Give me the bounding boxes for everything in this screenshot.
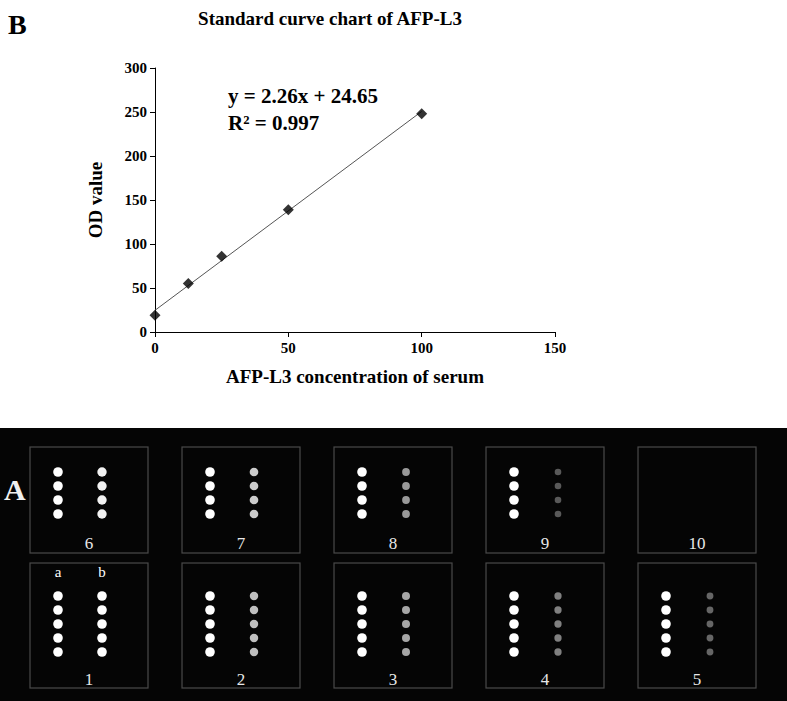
svg-text:150: 150 [125,192,148,208]
svg-text:0: 0 [140,324,148,340]
svg-text:R² = 0.997: R² = 0.997 [228,111,319,135]
svg-text:a: a [55,564,62,580]
svg-text:2: 2 [237,670,246,689]
svg-text:100: 100 [125,236,148,252]
svg-text:150: 150 [544,340,567,356]
svg-text:0: 0 [151,340,159,356]
svg-text:10: 10 [689,534,706,553]
svg-text:100: 100 [410,340,433,356]
svg-text:50: 50 [132,280,147,296]
svg-text:AFP-L3 concentration of serum: AFP-L3 concentration of serum [226,366,484,387]
svg-text:Standard curve chart of AFP-L3: Standard curve chart of AFP-L3 [198,8,462,29]
svg-text:50: 50 [281,340,296,356]
svg-text:9: 9 [541,534,550,553]
svg-text:5: 5 [693,670,702,689]
svg-text:1: 1 [85,670,94,689]
svg-text:3: 3 [389,670,398,689]
svg-text:8: 8 [389,534,398,553]
svg-text:300: 300 [125,60,148,76]
svg-text:B: B [8,9,27,40]
svg-text:4: 4 [541,670,550,689]
svg-text:6: 6 [85,534,94,553]
svg-text:200: 200 [125,148,148,164]
svg-text:OD value: OD value [85,162,106,239]
svg-text:y = 2.26x + 24.65: y = 2.26x + 24.65 [228,84,378,108]
svg-text:7: 7 [237,534,246,553]
svg-text:250: 250 [125,104,148,120]
svg-text:b: b [98,564,106,580]
svg-text:A: A [4,473,26,506]
